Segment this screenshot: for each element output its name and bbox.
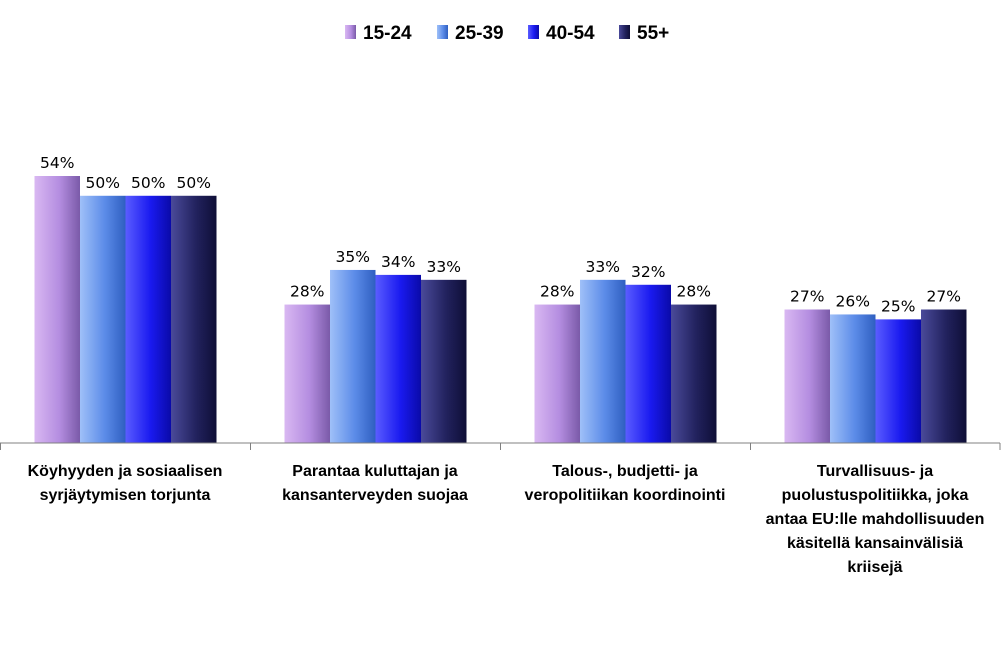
bar-55+-cat3 [671,304,717,443]
category-label-1: Köyhyyden ja sosiaalisen syrjäytymisen to… [28,463,223,504]
data-label-55+-cat2: 33% [427,258,461,276]
data-label-55+-cat3: 28% [677,283,711,301]
data-label-15-24-cat4: 27% [790,288,824,306]
plot-area: 54% 50% 50% 50% 28% 35% 34% 33% 28% 33% 32% 28% 27% 2… [34,154,967,443]
bar-15-24-cat3 [534,304,580,443]
data-label-25-39-cat4: 26% [836,292,870,310]
bar-15-24-cat2 [284,304,330,443]
legend-swatch-40-54 [528,25,539,39]
data-label-55+-cat1: 50% [177,174,211,192]
category-labels: Köyhyyden ja sosiaalisen syrjäytymisen to… [28,463,985,576]
legend-label-15-24: 15-24 [363,23,412,44]
category-label-2: Parantaa kuluttajan ja kansanterveyden su… [282,463,468,504]
bar-40-54-cat3 [625,284,671,443]
legend-swatch-25-39 [437,25,448,39]
data-label-40-54-cat2: 34% [381,253,415,271]
bar-25-39-cat1 [80,195,126,443]
bar-25-39-cat2 [330,269,376,443]
legend-swatch-15-24 [345,25,356,39]
data-label-15-24-cat3: 28% [540,283,574,301]
category-label-3: Talous-, budjetti- ja veropolitiikan koor… [525,463,726,504]
bar-55+-cat1 [171,195,217,443]
bar-40-54-cat2 [375,274,421,443]
data-label-25-39-cat1: 50% [86,174,120,192]
category-label-4: Turvallisuus- ja puolustuspolitiikka, jok… [766,463,985,576]
x-axis [0,442,1001,450]
data-label-40-54-cat1: 50% [131,174,165,192]
bar-40-54-cat1 [125,195,171,443]
bar-15-24-cat1 [34,176,80,443]
bar-40-54-cat4 [875,319,921,443]
bar-25-39-cat4 [830,314,876,443]
data-label-55+-cat4: 27% [927,288,961,306]
bar-55+-cat4 [921,309,967,443]
legend: 15-24 25-39 40-54 55+ [345,23,669,44]
data-label-25-39-cat3: 33% [586,258,620,276]
legend-label-25-39: 25-39 [455,23,504,44]
data-label-15-24-cat2: 28% [290,283,324,301]
data-label-15-24-cat1: 54% [40,154,74,172]
bar-25-39-cat3 [580,279,626,443]
bar-15-24-cat4 [784,309,830,443]
data-label-40-54-cat4: 25% [881,297,915,315]
legend-label-55+: 55+ [637,23,669,44]
legend-label-40-54: 40-54 [546,23,595,44]
legend-swatch-55+ [619,25,630,39]
data-label-25-39-cat2: 35% [336,248,370,266]
bar-55+-cat2 [421,279,467,443]
data-label-40-54-cat3: 32% [631,263,665,281]
